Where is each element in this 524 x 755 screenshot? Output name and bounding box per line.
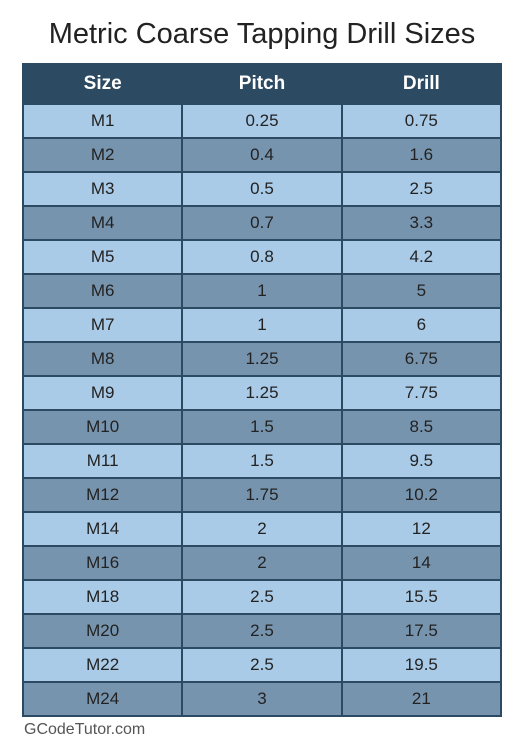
table-cell: M1 (23, 104, 182, 138)
table-row: M716 (23, 308, 501, 342)
table-cell: M22 (23, 648, 182, 682)
table-row: M101.58.5 (23, 410, 501, 444)
table-row: M30.52.5 (23, 172, 501, 206)
table-row: M16214 (23, 546, 501, 580)
table-cell: 2 (182, 546, 341, 580)
table-row: M182.515.5 (23, 580, 501, 614)
table-cell: M8 (23, 342, 182, 376)
table-cell: 5 (342, 274, 501, 308)
table-cell: 3 (182, 682, 341, 716)
table-cell: 2.5 (182, 648, 341, 682)
table-cell: 0.25 (182, 104, 341, 138)
col-header-pitch: Pitch (182, 64, 341, 104)
table-cell: 9.5 (342, 444, 501, 478)
table-cell: M14 (23, 512, 182, 546)
table-cell: 1.25 (182, 376, 341, 410)
page-title: Metric Coarse Tapping Drill Sizes (22, 18, 502, 51)
table-cell: 14 (342, 546, 501, 580)
table-cell: 3.3 (342, 206, 501, 240)
table-row: M40.73.3 (23, 206, 501, 240)
table-row: M615 (23, 274, 501, 308)
table-row: M91.257.75 (23, 376, 501, 410)
table-cell: 1.75 (182, 478, 341, 512)
table-cell: M4 (23, 206, 182, 240)
table-cell: M20 (23, 614, 182, 648)
table-cell: 0.4 (182, 138, 341, 172)
table-cell: 1 (182, 308, 341, 342)
table-cell: M16 (23, 546, 182, 580)
table-cell: 4.2 (342, 240, 501, 274)
table-cell: M3 (23, 172, 182, 206)
col-header-drill: Drill (342, 64, 501, 104)
table-row: M202.517.5 (23, 614, 501, 648)
table-cell: 19.5 (342, 648, 501, 682)
table-cell: 2.5 (182, 614, 341, 648)
drill-size-table: Size Pitch Drill M10.250.75M20.41.6M30.5… (22, 63, 502, 717)
table-cell: M11 (23, 444, 182, 478)
table-cell: 2 (182, 512, 341, 546)
col-header-size: Size (23, 64, 182, 104)
footer-credit: GCodeTutor.com (22, 721, 502, 739)
table-cell: 7.75 (342, 376, 501, 410)
table-cell: M6 (23, 274, 182, 308)
table-cell: 1.5 (182, 444, 341, 478)
table-cell: 8.5 (342, 410, 501, 444)
table-cell: 2.5 (342, 172, 501, 206)
table-cell: 15.5 (342, 580, 501, 614)
table-row: M81.256.75 (23, 342, 501, 376)
table-cell: 10.2 (342, 478, 501, 512)
table-cell: 2.5 (182, 580, 341, 614)
table-cell: 6 (342, 308, 501, 342)
table-cell: M10 (23, 410, 182, 444)
table-row: M10.250.75 (23, 104, 501, 138)
table-cell: 17.5 (342, 614, 501, 648)
table-cell: M12 (23, 478, 182, 512)
table-row: M222.519.5 (23, 648, 501, 682)
table-cell: 0.75 (342, 104, 501, 138)
table-header-row: Size Pitch Drill (23, 64, 501, 104)
table-cell: M24 (23, 682, 182, 716)
table-cell: 21 (342, 682, 501, 716)
table-cell: 1.25 (182, 342, 341, 376)
table-row: M24321 (23, 682, 501, 716)
table-cell: 1.5 (182, 410, 341, 444)
table-cell: 0.5 (182, 172, 341, 206)
table-row: M111.59.5 (23, 444, 501, 478)
table-cell: 1.6 (342, 138, 501, 172)
table-row: M50.84.2 (23, 240, 501, 274)
table-cell: 6.75 (342, 342, 501, 376)
table-cell: M7 (23, 308, 182, 342)
table-cell: M18 (23, 580, 182, 614)
table-cell: 1 (182, 274, 341, 308)
table-row: M20.41.6 (23, 138, 501, 172)
table-cell: M2 (23, 138, 182, 172)
table-cell: 0.7 (182, 206, 341, 240)
table-cell: M9 (23, 376, 182, 410)
table-row: M121.7510.2 (23, 478, 501, 512)
table-cell: M5 (23, 240, 182, 274)
table-cell: 0.8 (182, 240, 341, 274)
table-cell: 12 (342, 512, 501, 546)
table-row: M14212 (23, 512, 501, 546)
